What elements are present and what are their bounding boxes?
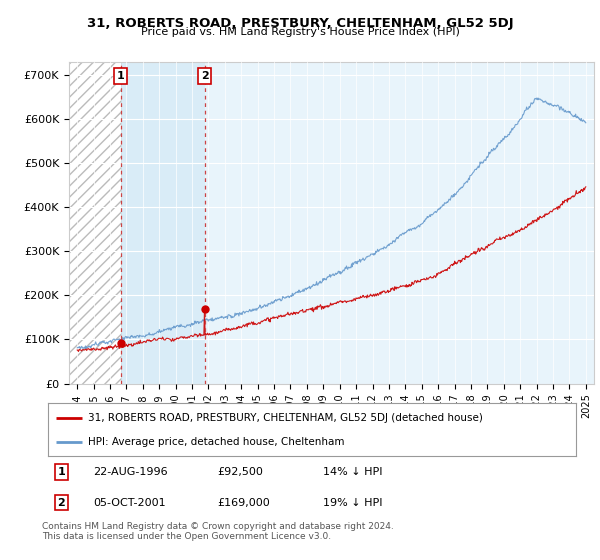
Text: 1: 1 [58,467,65,477]
Text: 05-OCT-2001: 05-OCT-2001 [93,498,166,508]
Text: Price paid vs. HM Land Registry's House Price Index (HPI): Price paid vs. HM Land Registry's House … [140,27,460,38]
Text: 31, ROBERTS ROAD, PRESTBURY, CHELTENHAM, GL52 5DJ: 31, ROBERTS ROAD, PRESTBURY, CHELTENHAM,… [86,17,514,30]
Text: HPI: Average price, detached house, Cheltenham: HPI: Average price, detached house, Chel… [88,437,344,447]
Text: Contains HM Land Registry data © Crown copyright and database right 2024.
This d: Contains HM Land Registry data © Crown c… [42,522,394,542]
Text: 31, ROBERTS ROAD, PRESTBURY, CHELTENHAM, GL52 5DJ (detached house): 31, ROBERTS ROAD, PRESTBURY, CHELTENHAM,… [88,413,482,423]
Text: 22-AUG-1996: 22-AUG-1996 [93,467,167,477]
Text: 2: 2 [200,71,208,81]
Text: 2: 2 [58,498,65,508]
Bar [121,62,205,384]
Bar [69,62,121,384]
Text: £169,000: £169,000 [217,498,270,508]
Text: 1: 1 [116,71,124,81]
Text: 19% ↓ HPI: 19% ↓ HPI [323,498,382,508]
Text: £92,500: £92,500 [217,467,263,477]
Text: 14% ↓ HPI: 14% ↓ HPI [323,467,382,477]
